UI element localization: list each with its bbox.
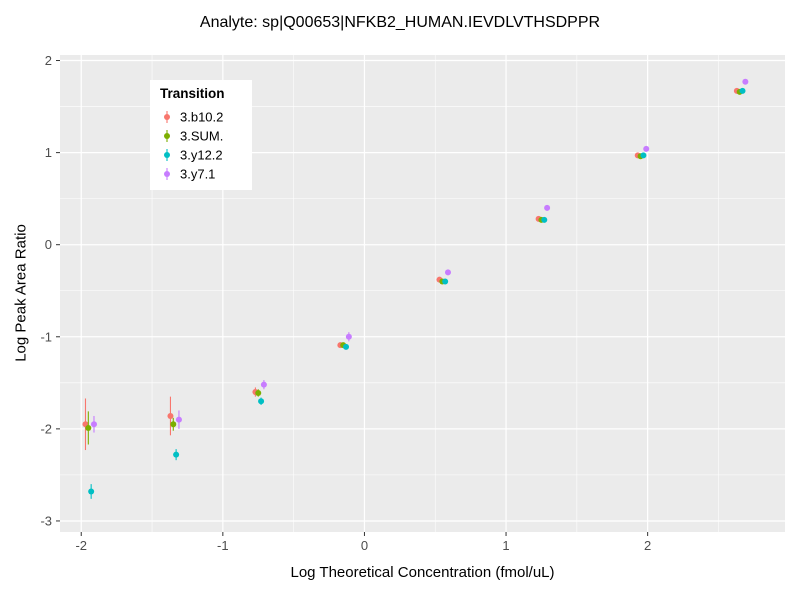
data-point xyxy=(444,269,451,276)
series-3.y7.1 xyxy=(90,78,749,433)
data-point xyxy=(90,421,97,428)
grid-minor xyxy=(60,55,785,532)
data-point xyxy=(88,488,95,495)
data-point xyxy=(742,78,749,85)
y-tick-label: 0 xyxy=(45,237,52,252)
x-tick-label: -1 xyxy=(217,538,229,553)
grid-major xyxy=(60,55,785,532)
legend-label: 3.y12.2 xyxy=(180,148,223,163)
data-point xyxy=(173,451,180,458)
legend-title: Transition xyxy=(160,86,225,101)
data-point xyxy=(640,152,647,159)
y-tick-label: 2 xyxy=(45,53,52,68)
x-tick-label: 0 xyxy=(361,538,368,553)
x-tick-label: 2 xyxy=(644,538,651,553)
data-point xyxy=(170,421,177,428)
y-tick-label: -1 xyxy=(40,329,52,344)
x-axis-label: Log Theoretical Concentration (fmol/uL) xyxy=(290,564,555,581)
y-tick-label: 1 xyxy=(45,145,52,160)
data-point xyxy=(544,204,551,211)
legend-key-point xyxy=(164,171,170,177)
data-point xyxy=(85,424,92,431)
legend-label: 3.y7.1 xyxy=(180,167,215,182)
data-point xyxy=(258,398,265,405)
data-point xyxy=(175,416,182,423)
data-point xyxy=(541,216,548,223)
data-point xyxy=(343,343,350,350)
data-point xyxy=(345,333,352,340)
data-point xyxy=(260,381,267,388)
data-point xyxy=(643,145,650,152)
x-tick-label: -2 xyxy=(75,538,87,553)
legend-key-point xyxy=(164,114,170,120)
y-axis-label: Log Peak Area Ratio xyxy=(12,224,30,362)
data-point xyxy=(739,87,746,94)
legend-label: 3.SUM. xyxy=(180,129,223,144)
legend-key-point xyxy=(164,133,170,139)
data-point xyxy=(442,278,449,285)
y-tick-label: -3 xyxy=(40,513,52,528)
data-point xyxy=(167,412,174,419)
chart-title: Analyte: sp|Q00653|NFKB2_HUMAN.IEVDLVTHS… xyxy=(199,14,601,31)
legend: Transition 3.b10.2 3.SUM. 3.y12.2 3.y7.1 xyxy=(150,80,252,190)
legend-label: 3.b10.2 xyxy=(180,110,223,125)
legend-key-point xyxy=(164,152,170,158)
y-tick-label: -2 xyxy=(40,421,52,436)
x-axis: -2 -1 0 1 2 xyxy=(75,532,651,553)
y-axis: -3 -2 -1 0 1 2 xyxy=(40,53,60,528)
x-tick-label: 1 xyxy=(502,538,509,553)
data-point xyxy=(255,389,262,396)
series-3.y12.2 xyxy=(88,87,746,499)
